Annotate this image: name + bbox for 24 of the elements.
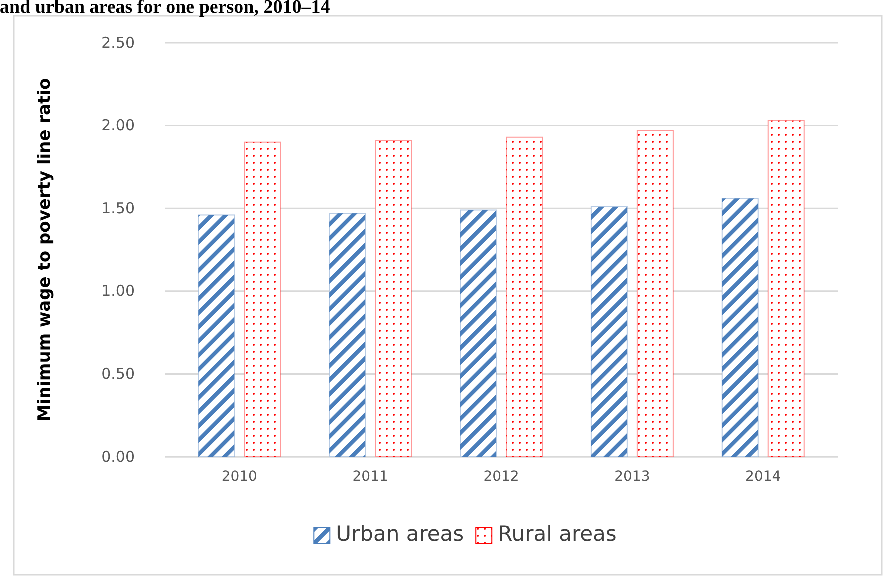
bar bbox=[329, 213, 366, 458]
y-tick-label: 2.50 bbox=[102, 34, 135, 52]
legend-label: Rural areas bbox=[498, 522, 617, 546]
bar bbox=[768, 120, 805, 458]
bar bbox=[198, 214, 236, 458]
x-tick-label: 2014 bbox=[746, 468, 782, 485]
x-tick-label: 2013 bbox=[614, 468, 650, 485]
y-tick-label: 0.50 bbox=[102, 365, 135, 383]
legend-label: Urban areas bbox=[336, 522, 464, 546]
y-tick-label: 2.00 bbox=[102, 116, 135, 135]
bar bbox=[506, 136, 543, 458]
bar bbox=[636, 130, 674, 458]
x-tick-label: 2010 bbox=[222, 468, 258, 485]
x-tick-label: 2012 bbox=[484, 468, 520, 485]
y-tick-label: 1.00 bbox=[102, 282, 135, 300]
y-axis-title: Minimum wage to poverty line ratio bbox=[35, 78, 55, 422]
bar bbox=[244, 142, 282, 458]
y-tick-label: 1.50 bbox=[102, 199, 135, 218]
x-tick-label: 2011 bbox=[352, 468, 388, 485]
bar bbox=[375, 140, 412, 458]
bar bbox=[590, 206, 628, 458]
bar bbox=[722, 198, 759, 458]
y-tick-label: 0.00 bbox=[102, 448, 135, 466]
bar bbox=[460, 210, 497, 458]
